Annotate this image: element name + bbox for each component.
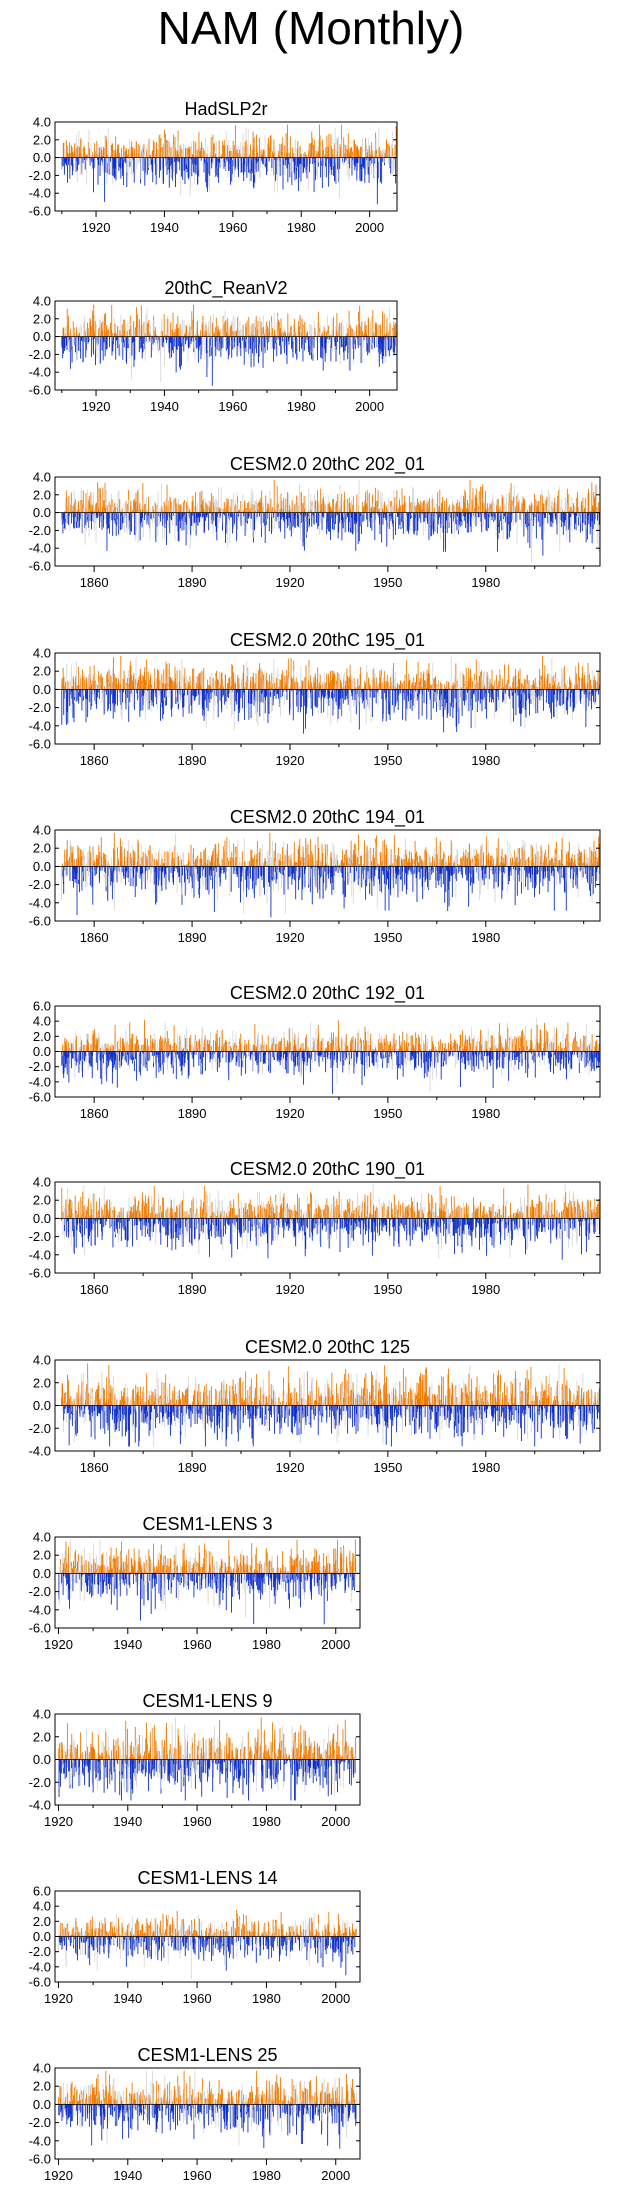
bar-series [61, 304, 398, 386]
x-tick-label: 2000 [355, 220, 384, 235]
y-tick-label: 2.0 [33, 311, 51, 326]
y-tick-label: 2.0 [33, 132, 51, 147]
x-tick-label: 1920 [276, 575, 305, 590]
panel-title: CESM2.0 20thC 202_01 [230, 454, 425, 475]
y-tick-label: 0.0 [33, 150, 51, 165]
y-tick-label: -4.0 [29, 365, 51, 380]
x-tick-label: 1940 [150, 220, 179, 235]
x-tick-label: 1960 [218, 220, 247, 235]
panel-title: HadSLP2r [184, 99, 267, 119]
panel-3: CESM2.0 20thC 202_01 4.0 2.0 0.0 -2.0 -4.0 -6.… [29, 454, 601, 590]
x-tick-label: 1940 [150, 399, 179, 414]
panel-title: 20thC_ReanV2 [164, 278, 287, 299]
x-tick-label: 1980 [287, 220, 316, 235]
bar-series [61, 655, 601, 734]
plot-frame [54, 300, 398, 391]
y-tick-label: -6.0 [29, 383, 51, 398]
y-tick-label: 2.0 [33, 487, 51, 502]
y-tick-label: -4.0 [29, 541, 51, 556]
y-tick-label: -4.0 [29, 186, 51, 201]
y-tick-label: -2.0 [29, 523, 51, 538]
panel-1: HadSLP2r 4.0 2.0 0.0 -2.0 -4.0 -6.0 1920 1940 196… [29, 99, 398, 235]
y-tick-label: 4.0 [33, 294, 51, 309]
plot-frame [54, 476, 601, 567]
bar-series [61, 479, 601, 563]
y-tick-label: 0.0 [33, 505, 51, 520]
y-tick-label: -2.0 [29, 347, 51, 362]
x-tick-label: 1980 [471, 575, 500, 590]
plot-frame [54, 121, 398, 212]
x-tick-label: 1960 [218, 399, 247, 414]
x-tick-label: 1950 [373, 575, 402, 590]
y-tick-label: -2.0 [29, 168, 51, 183]
x-tick-label: 1980 [287, 399, 316, 414]
x-tick-label: 1920 [82, 220, 111, 235]
panel-title: CESM2.0 20thC 195_01 [230, 630, 425, 651]
x-tick-label: 1890 [178, 575, 207, 590]
panel-4: CESM2.0 20thC 195_014.02.00.0-2.0-4.0-6.… [29, 630, 601, 768]
y-tick-label: -6.0 [29, 204, 51, 219]
y-tick-label: 4.0 [33, 115, 51, 130]
y-tick-label: 4.0 [33, 470, 51, 485]
panel-2: 20thC_ReanV2 4.0 2.0 0.0 -2.0 -4.0 -6.0 1920 194… [29, 278, 398, 414]
y-tick-label: -6.0 [29, 559, 51, 574]
figure-title: NAM (Monthly) [158, 2, 465, 54]
x-tick-label: 2000 [355, 399, 384, 414]
y-tick-label: 0.0 [33, 329, 51, 344]
x-tick-label: 1920 [82, 399, 111, 414]
x-tick-label: 1860 [80, 575, 109, 590]
bar-series [61, 124, 398, 205]
